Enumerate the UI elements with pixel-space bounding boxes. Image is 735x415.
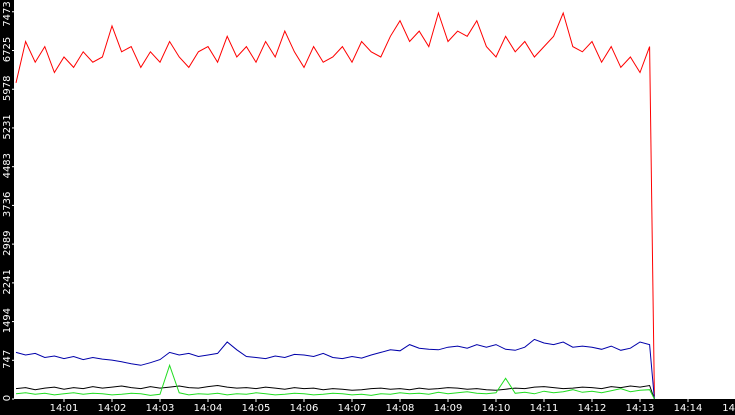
y-tick-label: 5978 <box>2 76 13 101</box>
x-axis-strip <box>0 399 735 415</box>
x-tick-label: 14:06 <box>290 403 319 414</box>
y-tick-label: 747 <box>2 350 13 369</box>
x-tick-label: 14:02 <box>98 403 127 414</box>
x-tick-label: 14:08 <box>386 403 415 414</box>
x-tick-label: 14:09 <box>434 403 463 414</box>
series-line <box>15 11 655 397</box>
x-tick-label: 14:07 <box>338 403 367 414</box>
x-tick-label: 14:03 <box>146 403 175 414</box>
x-tick-label: 14:14 <box>674 403 703 414</box>
series-line <box>15 363 655 400</box>
x-tick-label: 14:04 <box>194 403 223 414</box>
x-tick-label: 14:10 <box>482 403 511 414</box>
y-tick-label: 2989 <box>2 230 13 255</box>
y-tick-label: 4483 <box>2 153 13 178</box>
x-tick-label: 14:01 <box>50 403 79 414</box>
x-tick-label: 14:13 <box>626 403 655 414</box>
y-tick-label: 5231 <box>2 114 13 139</box>
x-tick-label: 14:05 <box>242 403 271 414</box>
x-tick-label: 14:11 <box>530 403 559 414</box>
x-tick-label: 14 <box>722 403 735 414</box>
y-tick-label: 3736 <box>2 192 13 217</box>
series-line <box>15 338 655 400</box>
y-axis-strip <box>0 0 14 415</box>
series-line <box>15 384 655 400</box>
y-tick-label: 7473 <box>2 1 13 26</box>
y-tick-label: 1494 <box>2 308 13 333</box>
y-tick-label: 2241 <box>2 269 13 294</box>
y-tick-label: 0 <box>2 395 13 401</box>
y-tick-label: 6725 <box>2 37 13 62</box>
x-tick-label: 14:12 <box>578 403 607 414</box>
